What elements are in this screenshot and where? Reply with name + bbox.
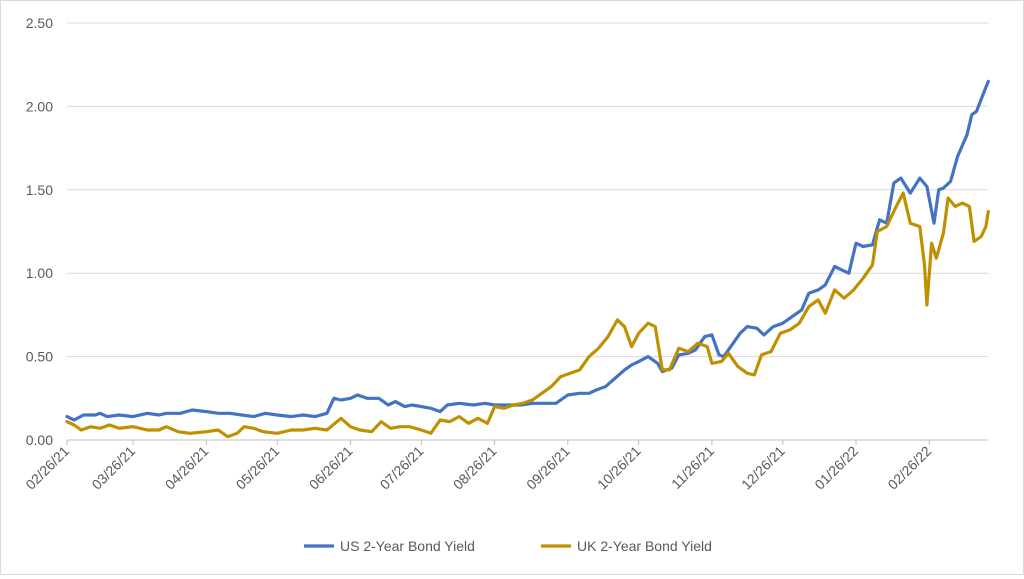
x-tick-label: 05/26/21 xyxy=(233,443,283,493)
x-tick-label: 01/26/22 xyxy=(811,443,861,493)
x-tick-label: 02/26/22 xyxy=(885,443,935,493)
x-tick-label: 02/26/21 xyxy=(22,443,72,493)
x-tick-label: 12/26/21 xyxy=(738,443,788,493)
uk-yield-series-line xyxy=(65,191,990,439)
x-tick-label: 08/26/21 xyxy=(450,443,500,493)
y-tick-label: 0.50 xyxy=(26,349,53,365)
x-tick-label: 10/26/21 xyxy=(594,443,644,493)
x-axis xyxy=(66,439,988,445)
y-tick-label: 2.50 xyxy=(26,15,53,31)
gridlines xyxy=(67,22,988,358)
us-yield-series-line xyxy=(65,79,990,422)
y-axis-tick-labels: 0.00 0.50 1.00 1.50 2.00 2.50 xyxy=(26,15,53,448)
y-tick-label: 0.00 xyxy=(26,432,53,448)
y-tick-label: 1.00 xyxy=(26,265,53,281)
x-axis-tick-labels: 02/26/21 03/26/21 04/26/21 05/26/21 06/26/21… xyxy=(22,443,934,493)
y-tick-label: 2.00 xyxy=(26,98,53,114)
x-tick-label: 03/26/21 xyxy=(88,443,138,493)
legend-label: US 2-Year Bond Yield xyxy=(340,538,475,554)
x-tick-label: 04/26/21 xyxy=(162,443,212,493)
legend-label: UK 2-Year Bond Yield xyxy=(577,538,712,554)
y-tick-label: 1.50 xyxy=(26,182,53,198)
series-lines xyxy=(65,79,990,439)
x-tick-label: 09/26/21 xyxy=(523,443,573,493)
x-tick-label: 11/26/21 xyxy=(668,443,717,492)
x-tick-label: 07/26/21 xyxy=(377,443,427,493)
legend: US 2-Year Bond Yield UK 2-Year Bond Yield xyxy=(304,538,712,554)
x-tick-label: 06/26/21 xyxy=(306,443,356,493)
